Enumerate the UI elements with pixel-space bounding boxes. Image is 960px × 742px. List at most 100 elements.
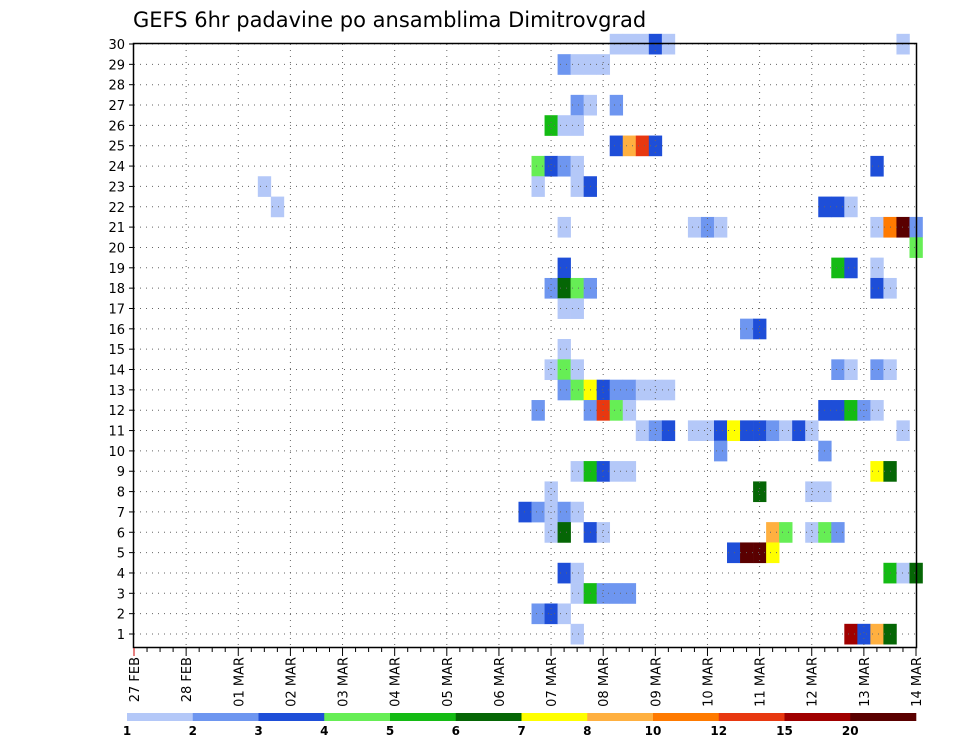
member-18-cell bbox=[570, 277, 584, 299]
member-13-cell bbox=[570, 379, 584, 401]
member-14-cell bbox=[544, 359, 558, 380]
dotted-grid bbox=[134, 43, 916, 648]
y-tick-label: 5 bbox=[117, 547, 125, 562]
member-7-cell bbox=[531, 501, 545, 523]
member-8-cell bbox=[544, 481, 558, 503]
y-tick-label: 24 bbox=[108, 160, 125, 175]
member-6-cell bbox=[596, 522, 611, 543]
y-tick-label: 4 bbox=[117, 567, 125, 582]
member-22-cell bbox=[831, 196, 845, 218]
member-12-cell bbox=[622, 400, 637, 421]
member-19-cell bbox=[844, 257, 858, 279]
member-11-cell bbox=[727, 420, 741, 442]
legend-label: 2 bbox=[189, 724, 197, 738]
member-10-cell bbox=[713, 440, 728, 462]
member-15-cell bbox=[557, 339, 571, 360]
member-12-cell bbox=[831, 400, 845, 421]
member-14-cell bbox=[844, 359, 858, 380]
member-3-cell bbox=[596, 583, 611, 604]
member-11-cell bbox=[766, 420, 780, 442]
y-tick-label: 12 bbox=[108, 404, 125, 419]
member-13-cell bbox=[635, 379, 650, 401]
legend-label: 6 bbox=[452, 724, 460, 738]
member-27-cell bbox=[570, 94, 584, 116]
member-9-cell bbox=[609, 461, 624, 482]
member-19-cell bbox=[831, 257, 845, 279]
member-25-cell bbox=[648, 135, 663, 157]
member-13-cell bbox=[596, 379, 611, 401]
legend-swatch bbox=[850, 713, 917, 721]
member-11-cell bbox=[648, 420, 663, 442]
member-21-cell bbox=[896, 216, 910, 238]
member-7-cell bbox=[570, 501, 584, 523]
y-tick-label: 26 bbox=[108, 119, 125, 134]
y-tick-label: 25 bbox=[108, 140, 125, 155]
member-6-cell bbox=[766, 522, 780, 543]
legend-label: 5 bbox=[386, 724, 394, 738]
member-29-cell bbox=[596, 54, 611, 75]
member-21-cell bbox=[557, 216, 571, 238]
x-tick-label: 11 MAR bbox=[754, 657, 769, 707]
member-18-cell bbox=[870, 277, 884, 299]
legend-label: 4 bbox=[320, 724, 328, 738]
y-tick-label: 18 bbox=[108, 282, 125, 297]
member-5-cell bbox=[727, 542, 741, 564]
ensemble-cells bbox=[257, 33, 923, 645]
member-27-cell bbox=[609, 94, 624, 116]
member-12-cell bbox=[844, 400, 858, 421]
member-7-cell bbox=[518, 501, 532, 523]
member-25-cell bbox=[622, 135, 637, 157]
y-tick-label: 20 bbox=[108, 241, 125, 256]
plot-frame bbox=[132, 42, 918, 649]
legend-swatch bbox=[192, 713, 259, 721]
legend-label: 7 bbox=[517, 724, 525, 738]
member-23-cell bbox=[257, 176, 272, 197]
member-13-cell bbox=[622, 379, 637, 401]
legend-label: 20 bbox=[842, 724, 859, 738]
y-tick-label: 13 bbox=[108, 384, 125, 399]
y-tick-label: 2 bbox=[117, 608, 125, 623]
member-3-cell bbox=[609, 583, 624, 604]
member-14-cell bbox=[870, 359, 884, 380]
member-11-cell bbox=[779, 420, 793, 442]
member-25-cell bbox=[635, 135, 650, 157]
member-23-cell bbox=[570, 176, 584, 197]
member-11-cell bbox=[713, 420, 728, 442]
member-18-cell bbox=[557, 277, 571, 299]
member-8-cell bbox=[753, 481, 767, 503]
chart-title: GEFS 6hr padavine po ansamblima Dimitrov… bbox=[133, 8, 646, 32]
member-11-cell bbox=[753, 420, 767, 442]
legend-label: 12 bbox=[710, 724, 727, 738]
member-13-cell bbox=[609, 379, 624, 401]
member-17-cell bbox=[570, 298, 584, 319]
member-21-cell bbox=[700, 216, 715, 238]
member-11-cell bbox=[805, 420, 819, 442]
member-24-cell bbox=[531, 155, 545, 177]
legend-swatch bbox=[587, 713, 654, 721]
x-tick-label: 28 FEB bbox=[180, 657, 195, 702]
member-8-cell bbox=[805, 481, 819, 503]
y-tick-label: 19 bbox=[108, 262, 125, 277]
x-tick-label: 13 MAR bbox=[858, 657, 873, 707]
member-9-cell bbox=[570, 461, 584, 482]
member-4-cell bbox=[570, 562, 584, 584]
member-7-cell bbox=[557, 501, 571, 523]
member-22-cell bbox=[270, 196, 285, 218]
member-6-cell bbox=[831, 522, 845, 543]
member-3-cell bbox=[622, 583, 637, 604]
legend-swatch bbox=[653, 713, 720, 721]
member-2-cell bbox=[557, 603, 571, 625]
member-3-cell bbox=[570, 583, 584, 604]
member-4-cell bbox=[896, 562, 910, 584]
y-tick-label: 28 bbox=[108, 79, 125, 94]
x-tick-label: 07 MAR bbox=[545, 657, 560, 707]
member-18-cell bbox=[544, 277, 558, 299]
y-tick-label: 27 bbox=[108, 99, 125, 114]
member-24-cell bbox=[557, 155, 571, 177]
y-tick-label: 11 bbox=[108, 425, 125, 440]
member-22-cell bbox=[844, 196, 858, 218]
x-tick-label: 08 MAR bbox=[597, 657, 612, 707]
color-legend: 1 2 3 4 5 6 7 8 10 12 15 20 bbox=[123, 713, 917, 738]
y-tick-label: 7 bbox=[117, 506, 125, 521]
